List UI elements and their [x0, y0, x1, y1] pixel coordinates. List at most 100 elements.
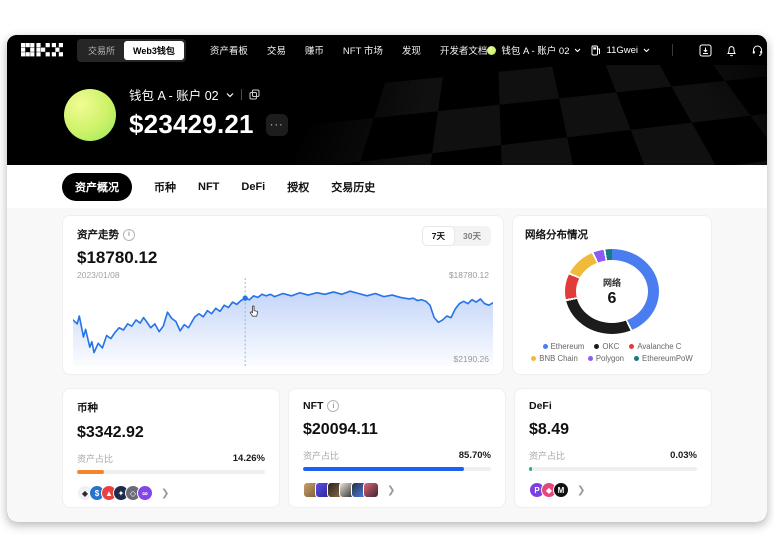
cursor-point-dot — [242, 295, 248, 301]
main-content: 资产走势 i 7天 30天 $18780.12 2023/01/08 $1878… — [7, 208, 767, 522]
chevron-right-icon[interactable]: ❯ — [577, 484, 586, 496]
wallet-hero: 钱包 A - 账户 02 $23429.21 ··· — [7, 65, 767, 165]
legend-dot — [629, 344, 635, 349]
ratio-label: 资产占比 — [529, 451, 566, 461]
nav-item-asset-board[interactable]: 资产看板 — [209, 46, 248, 57]
trend-card-title-row: 资产走势 i — [77, 227, 489, 242]
trend-chart-area[interactable]: $18780.12 — [73, 270, 493, 366]
wallet-name[interactable]: 钱包 A - 账户 02 — [129, 89, 219, 103]
nft-6-icon — [363, 482, 379, 498]
info-icon[interactable]: i — [123, 228, 135, 241]
gas-price-label: 11Gwei — [606, 44, 638, 56]
nav-item-nft-market[interactable]: NFT 市场 — [342, 46, 383, 57]
defi-summary-card: DeFi $8.49 资产占比 0.03% P ◆ M ❯ — [514, 388, 712, 508]
defi-3-icon: M — [553, 482, 569, 498]
okx-logo[interactable] — [21, 43, 63, 57]
gas-selector[interactable]: 11Gwei — [591, 45, 650, 56]
mode-tab-web3-wallet[interactable]: Web3钱包 — [124, 40, 184, 60]
tab-authorization[interactable]: 授权 — [287, 181, 310, 194]
tab-defi[interactable]: DeFi — [241, 180, 266, 193]
nft-card-value: $20094.11 — [303, 421, 378, 438]
coins-icons-row: ◆ $ ▲ ✦ ◇ ∞ ❯ — [77, 485, 265, 501]
trend-value: $18780.12 — [77, 248, 158, 267]
notification-bell-icon[interactable] — [725, 44, 738, 57]
chevron-down-icon — [575, 48, 581, 52]
network-distribution-card: 网络分布情况 网络 6 Ethereum OKC Avalanche C BNB… — [512, 215, 712, 375]
trend-date: 2023/01/08 — [77, 270, 120, 280]
app-window: 交易所 Web3钱包 资产看板 交易 赚币 NFT 市场 发现 开发者文档 钱包… — [7, 35, 767, 522]
topbar-icons — [699, 44, 767, 57]
cursor-hand-icon — [248, 305, 261, 318]
progress-track — [303, 467, 491, 471]
ratio-label: 资产占比 — [303, 451, 340, 461]
legend-dot — [594, 344, 600, 349]
tab-nft[interactable]: NFT — [198, 180, 220, 193]
download-app-icon[interactable] — [699, 44, 712, 57]
hero-divider — [240, 89, 242, 100]
wallet-name-row: 钱包 A - 账户 02 — [129, 85, 288, 104]
legend-dot — [542, 344, 548, 349]
legend-dot — [587, 356, 593, 361]
nft-summary-card: NFT i $20094.11 资产占比 85.70% ❯ — [288, 388, 506, 508]
exchange-wallet-toggle: 交易所 Web3钱包 — [77, 38, 186, 62]
main-nav: 资产看板 交易 赚币 NFT 市场 发现 开发者文档 — [210, 43, 488, 57]
tab-history[interactable]: 交易历史 — [331, 181, 376, 194]
nav-item-trade[interactable]: 交易 — [266, 46, 286, 57]
account-avatar-dot — [487, 45, 497, 55]
legend-avalanche: Avalanche C — [629, 342, 681, 351]
chevron-right-icon[interactable]: ❯ — [387, 484, 396, 496]
donut-center: 网络 6 — [576, 260, 648, 323]
chevron-right-icon[interactable]: ❯ — [161, 487, 170, 499]
gas-pump-icon — [591, 45, 601, 55]
coins-summary-card: 币种 $3342.92 资产占比 14.26% ◆ $ ▲ ✦ ◇ ∞ ❯ — [62, 388, 280, 508]
chevron-down-icon — [643, 48, 650, 52]
more-actions-button[interactable]: ··· — [265, 113, 288, 136]
tab-overview[interactable]: 资产概况 — [62, 172, 132, 201]
legend-ethereum: Ethereum — [542, 342, 584, 351]
section-tabs: 资产概况 币种 NFT DeFi 授权 交易历史 — [7, 165, 767, 208]
checker-pattern — [218, 65, 767, 165]
range-30d-button[interactable]: 30天 — [463, 231, 481, 241]
copy-address-icon[interactable] — [249, 89, 260, 100]
defi-ratio-percent: 0.03% — [670, 450, 697, 461]
defi-icons-row: P ◆ M ❯ — [529, 482, 697, 498]
network-legend: Ethereum OKC Avalanche C BNB Chain Polyg… — [525, 342, 699, 363]
legend-okc: OKC — [594, 342, 619, 351]
nav-item-discover[interactable]: 发现 — [401, 46, 421, 57]
nav-item-earn[interactable]: 赚币 — [304, 46, 324, 57]
support-headset-icon[interactable] — [751, 44, 764, 57]
account-selector[interactable]: 钱包 A - 账户 02 — [487, 43, 581, 57]
wallet-avatar[interactable] — [64, 89, 116, 141]
defi-card-title: DeFi — [529, 400, 552, 412]
coins-card-title: 币种 — [77, 402, 98, 414]
network-donut-chart[interactable]: 网络 6 — [565, 249, 659, 334]
info-icon[interactable]: i — [327, 400, 340, 412]
legend-polygon: Polygon — [587, 354, 624, 363]
trend-area-fill — [73, 291, 493, 366]
trend-chart-svg — [73, 278, 493, 366]
donut-center-value: 6 — [607, 289, 617, 307]
nav-item-dev-docs[interactable]: 开发者文档 — [439, 46, 488, 57]
chart-high-label: $18780.12 — [448, 270, 489, 280]
total-balance: $23429.21 — [129, 109, 254, 139]
nft-card-title: NFT — [303, 400, 324, 412]
coins-card-value: $3342.92 — [77, 424, 144, 441]
account-selector-label: 钱包 A - 账户 02 — [501, 46, 570, 57]
tab-coins[interactable]: 币种 — [154, 181, 176, 194]
legend-bnb-chain: BNB Chain — [531, 354, 578, 363]
coins-ratio-percent: 14.26% — [232, 453, 265, 464]
range-7d-button[interactable]: 7天 — [422, 227, 455, 245]
asset-trend-card: 资产走势 i 7天 30天 $18780.12 2023/01/08 $1878… — [62, 215, 504, 375]
progress-fill — [77, 470, 104, 474]
mode-tab-exchange[interactable]: 交易所 — [88, 45, 116, 56]
top-navigation-bar: 交易所 Web3钱包 资产看板 交易 赚币 NFT 市场 发现 开发者文档 钱包… — [7, 35, 767, 65]
trend-card-title: 资产走势 — [77, 229, 119, 241]
chart-low-label: $2190.26 — [453, 354, 489, 364]
donut-center-label: 网络 — [602, 277, 621, 288]
defi-card-value: $8.49 — [529, 421, 570, 438]
chevron-down-icon[interactable] — [226, 92, 234, 98]
polygon-icon: ∞ — [137, 485, 153, 501]
network-card-title: 网络分布情况 — [525, 229, 588, 241]
nft-icons-row: ❯ — [303, 482, 491, 498]
range-toggle: 7天 30天 — [421, 226, 491, 246]
